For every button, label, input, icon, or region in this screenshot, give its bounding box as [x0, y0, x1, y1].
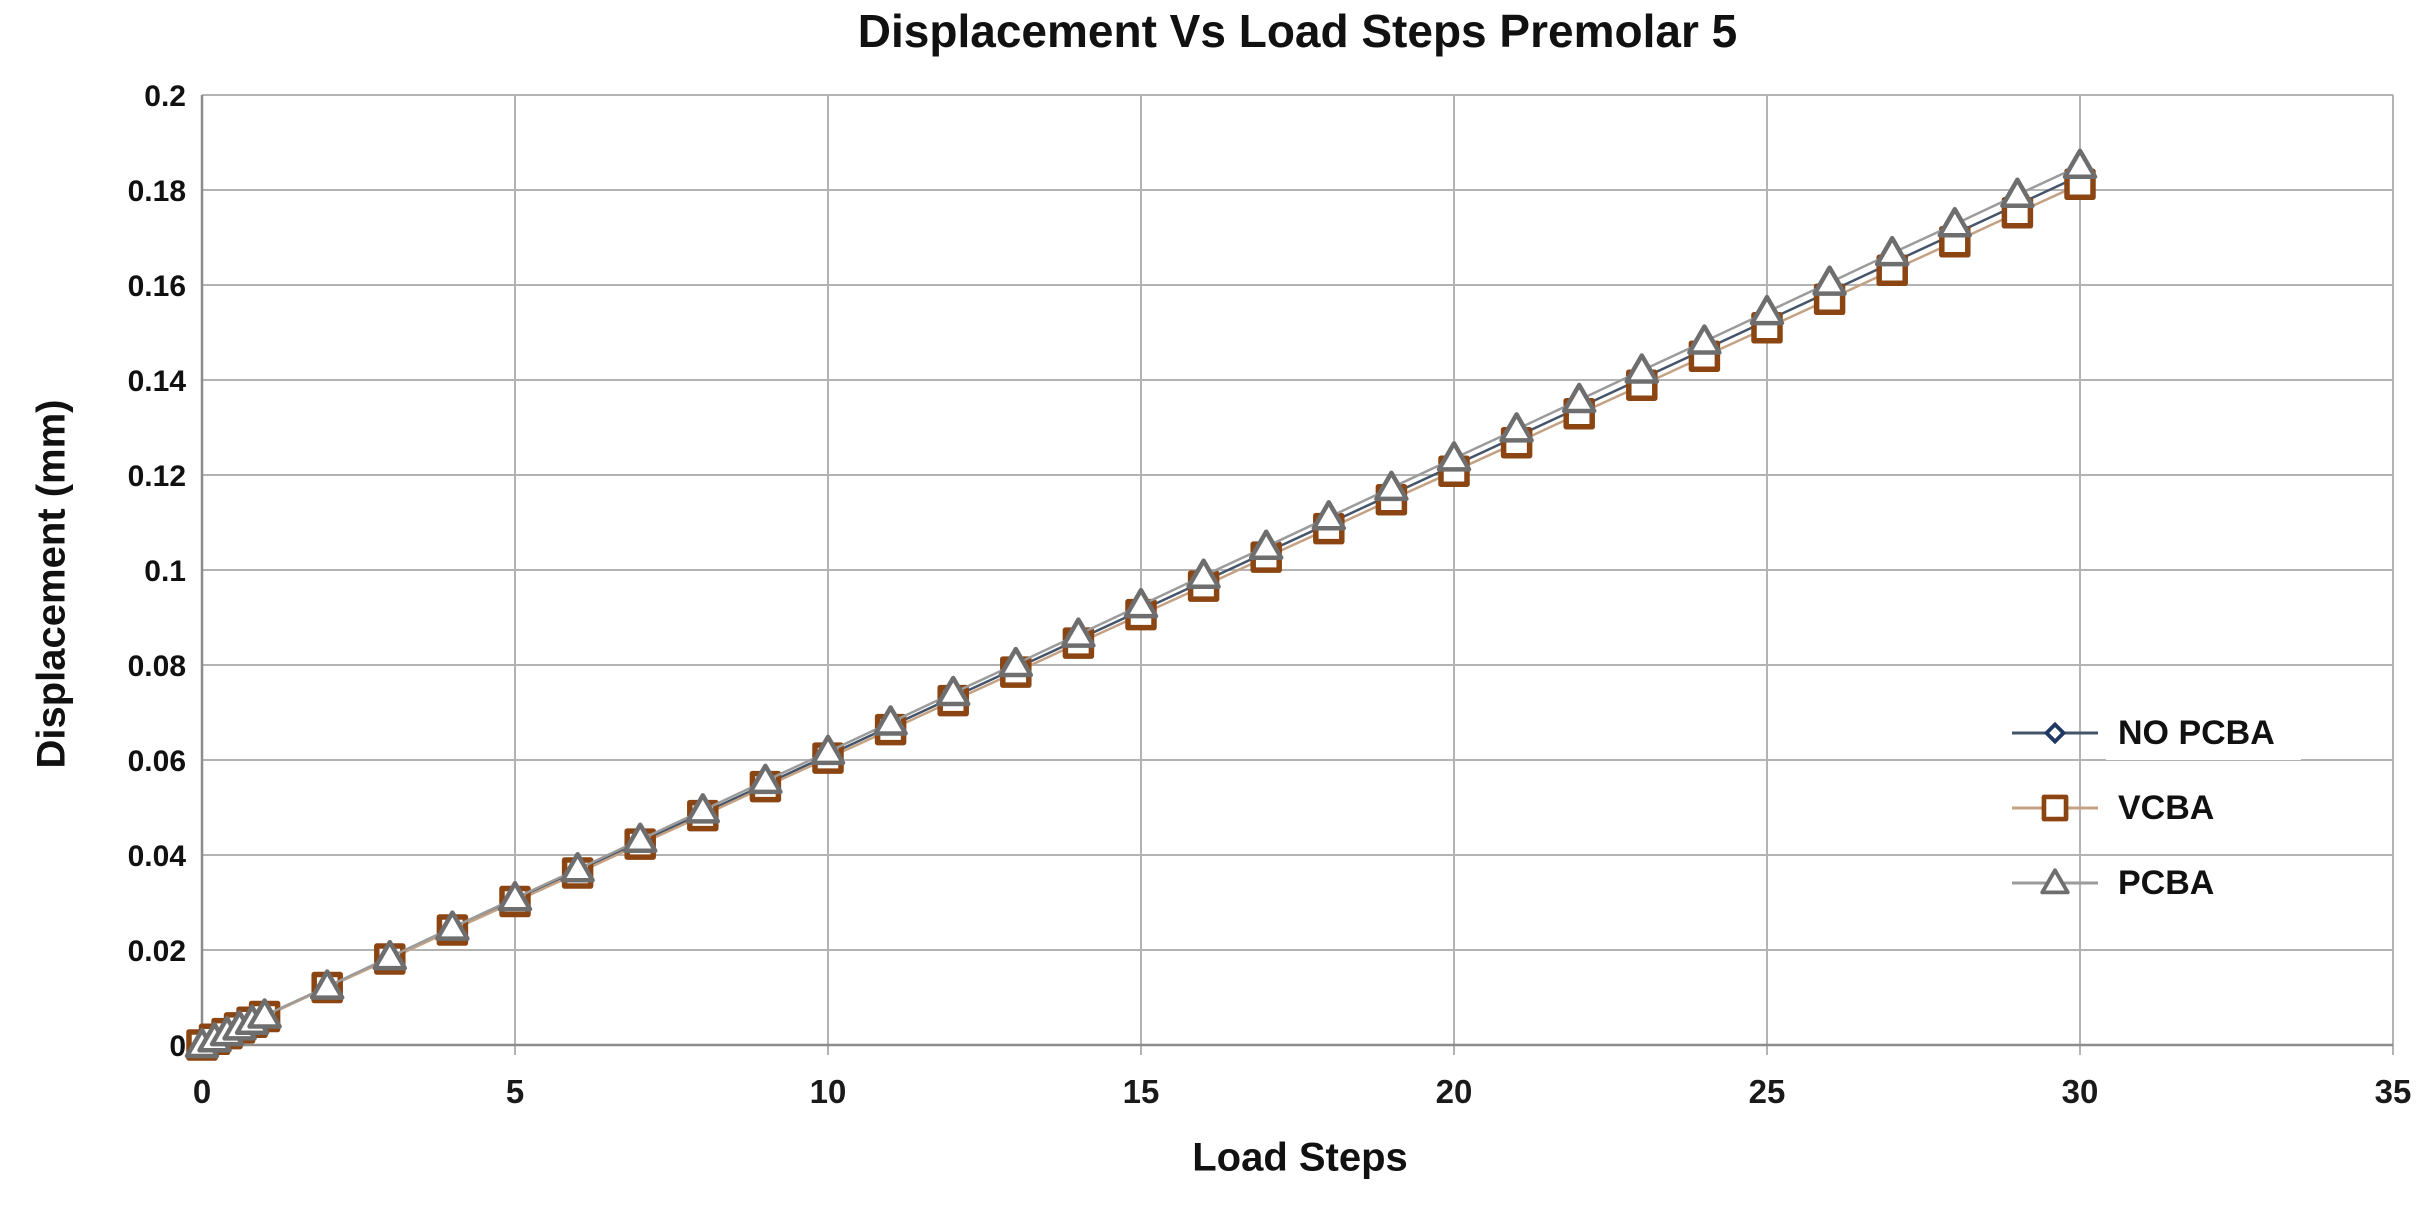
- x-tick-label: 30: [2062, 1073, 2099, 1110]
- y-tick-label: 0.06: [128, 745, 186, 778]
- x-tick-label: 20: [1436, 1073, 1473, 1110]
- y-tick-label: 0.04: [128, 840, 187, 873]
- pcba-triangle-icon: [2012, 861, 2098, 905]
- y-tick-label: 0: [169, 1030, 186, 1063]
- x-tick-label: 35: [2375, 1073, 2412, 1110]
- x-axis-title: Load Steps: [1192, 1135, 1408, 1180]
- y-tick-label: 0.1: [144, 555, 186, 588]
- legend-label: VCBA: [2106, 781, 2241, 835]
- legend-item-no-pcba: NO PCBA: [2012, 706, 2301, 760]
- vcba-square-icon: [2012, 786, 2098, 830]
- x-tick-label: 0: [193, 1073, 211, 1110]
- legend-label: NO PCBA: [2106, 706, 2301, 760]
- y-tick-label: 0.12: [128, 460, 186, 493]
- x-tick-label: 15: [1123, 1073, 1160, 1110]
- chart-title: Displacement Vs Load Steps Premolar 5: [857, 5, 1738, 57]
- x-tick-label: 10: [810, 1073, 847, 1110]
- y-tick-label: 0.16: [128, 270, 186, 303]
- y-tick-label: 0.08: [128, 650, 186, 683]
- legend-item-pcba: PCBA: [2012, 856, 2241, 910]
- no-pcba-diamond-icon: [2012, 711, 2098, 755]
- x-tick-label: 25: [1749, 1073, 1786, 1110]
- y-tick-label: 0.02: [128, 935, 186, 968]
- legend-item-vcba: VCBA: [2012, 781, 2241, 835]
- y-tick-label: 0.2: [144, 80, 186, 113]
- series-pcba: [184, 148, 2098, 1059]
- legend-label: PCBA: [2106, 856, 2241, 910]
- y-tick-label: 0.14: [128, 365, 187, 398]
- y-tick-label: 0.18: [128, 175, 186, 208]
- x-tick-label: 5: [506, 1073, 524, 1110]
